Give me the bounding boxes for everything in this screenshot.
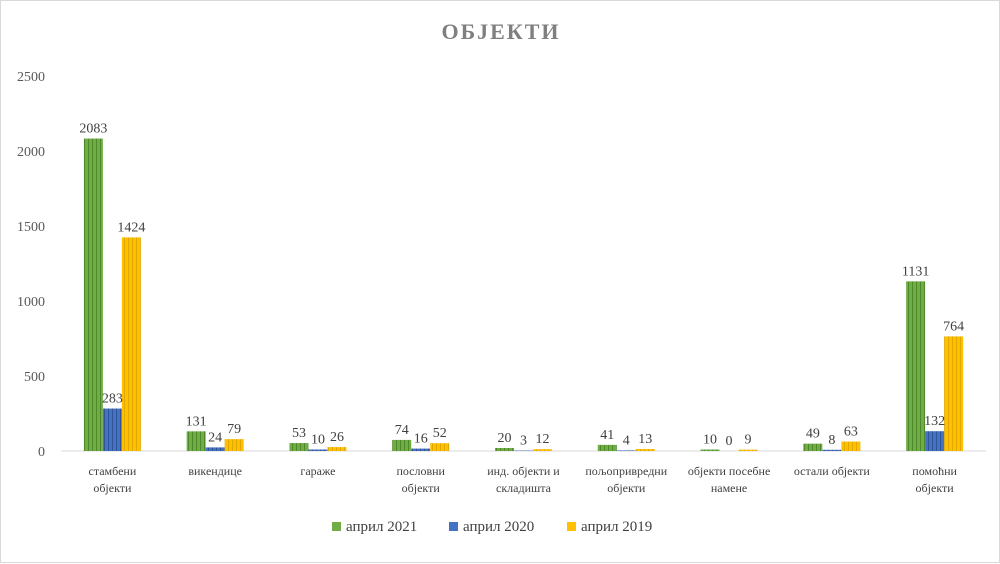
- y-tick-label: 500: [24, 370, 45, 385]
- y-tick-label: 2000: [17, 145, 45, 160]
- bar: [944, 336, 963, 451]
- bar: [841, 442, 860, 451]
- y-axis: 0 500 1000 1500 2000 2500: [17, 70, 45, 460]
- x-tick-label: остали објекти: [794, 464, 871, 478]
- x-tick-label: викендице: [188, 464, 242, 478]
- data-label: 2083: [79, 122, 107, 137]
- y-tick-label: 1000: [17, 295, 45, 310]
- data-label: 26: [330, 430, 344, 445]
- data-label: 9: [745, 433, 752, 448]
- data-label: 10: [703, 433, 717, 448]
- x-tick-label: гараже: [300, 464, 335, 478]
- data-label: 3: [520, 434, 527, 449]
- data-label: 12: [536, 432, 550, 447]
- bar: [617, 450, 636, 451]
- data-label: 1131: [902, 264, 929, 279]
- data-label: 79: [227, 422, 241, 437]
- y-tick-label: 2500: [17, 70, 45, 85]
- data-label: 52: [433, 426, 447, 441]
- bar: [925, 431, 944, 451]
- data-label: 63: [844, 425, 858, 440]
- legend-label: април 2021: [346, 519, 417, 535]
- data-label: 49: [806, 427, 820, 442]
- legend-swatch: [332, 522, 341, 531]
- bar: [803, 444, 822, 451]
- bar: [822, 450, 841, 451]
- chart-title: ОБЈЕКТИ: [441, 19, 560, 44]
- data-label: 1424: [117, 220, 145, 235]
- bar: [411, 449, 430, 451]
- data-label: 16: [414, 432, 428, 447]
- bar: [636, 449, 655, 451]
- y-tick-label: 0: [38, 445, 45, 460]
- data-label: 132: [924, 414, 945, 429]
- legend-swatch: [567, 522, 576, 531]
- bar: [289, 443, 308, 451]
- data-label: 53: [292, 426, 306, 441]
- data-label: 41: [600, 428, 614, 443]
- data-label: 8: [828, 433, 835, 448]
- bar: [225, 439, 244, 451]
- bar: [533, 449, 552, 451]
- bar: [308, 450, 327, 452]
- bar: [392, 440, 411, 451]
- legend-swatch: [449, 522, 458, 531]
- data-label: 24: [208, 430, 222, 445]
- bar: [598, 445, 617, 451]
- y-tick-label: 1500: [17, 220, 45, 235]
- bar: [187, 431, 206, 451]
- bar: [430, 443, 449, 451]
- data-label: 13: [638, 432, 652, 447]
- bar: [122, 237, 141, 451]
- data-label: 0: [726, 434, 733, 449]
- data-label: 74: [395, 423, 409, 438]
- bar: [103, 409, 122, 451]
- bar: [906, 281, 925, 451]
- bar: [495, 448, 514, 451]
- legend: април 2021 април 2020 април 2019: [332, 519, 652, 535]
- data-label: 10: [311, 433, 325, 448]
- data-label: 283: [102, 392, 123, 407]
- bar: [327, 447, 346, 451]
- bar: [84, 139, 103, 451]
- bar: [739, 450, 758, 451]
- bar: [701, 450, 720, 452]
- data-label: 20: [498, 431, 512, 446]
- data-label: 131: [186, 414, 207, 429]
- data-label: 764: [943, 319, 964, 334]
- bars: [84, 139, 963, 451]
- bar: [206, 447, 225, 451]
- legend-label: април 2019: [581, 519, 652, 535]
- data-label: 4: [623, 433, 630, 448]
- legend-label: април 2020: [463, 519, 534, 535]
